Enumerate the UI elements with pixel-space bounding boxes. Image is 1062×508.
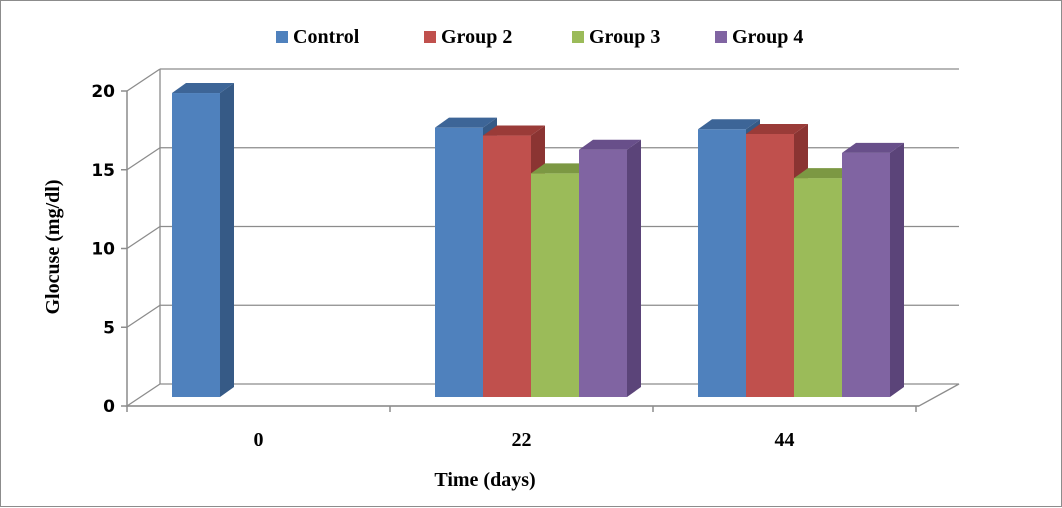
bar-top	[698, 119, 760, 130]
legend-item-control: Control	[276, 26, 360, 48]
bars	[172, 83, 904, 398]
axes	[121, 69, 960, 412]
y-tick-label: 5	[103, 318, 115, 338]
bar-front	[483, 135, 531, 398]
gridline-diagonal	[126, 304, 161, 328]
legend-swatch	[424, 31, 436, 43]
y-axis-title: Glocuse (mg/dl)	[42, 180, 64, 315]
bar-front	[531, 173, 579, 397]
bar-group-4-44	[842, 142, 904, 397]
y-tick-label: 10	[91, 240, 115, 260]
bar-front	[435, 127, 483, 398]
y-tick-label: 0	[103, 397, 115, 417]
bar-top	[483, 125, 545, 136]
legend-swatch	[572, 31, 584, 43]
bar-group-4-22	[579, 139, 641, 397]
bar-front	[579, 149, 627, 397]
bar-top	[531, 163, 593, 174]
bar-side	[890, 142, 904, 397]
legend-swatch	[276, 31, 288, 43]
bar-top	[579, 139, 641, 150]
legend: Control Group 2 Group 3 Group 4	[276, 26, 803, 48]
y-tick-label: 15	[91, 161, 115, 181]
legend-item-group-3: Group 3	[572, 26, 660, 48]
bar-top	[794, 168, 856, 179]
bar-top	[842, 142, 904, 153]
legend-label: Group 3	[589, 26, 660, 48]
legend-item-group-4: Group 4	[715, 26, 803, 48]
legend-label: Control	[293, 26, 360, 48]
legend-label: Group 4	[732, 26, 803, 48]
bar-side	[627, 139, 641, 397]
gridline-diagonal	[126, 68, 161, 92]
y-tick-label: 20	[91, 82, 115, 102]
x-tick-label: 0	[254, 429, 264, 451]
legend-swatch	[715, 31, 727, 43]
bar-side	[220, 83, 234, 398]
x-tick-label: 22	[512, 429, 532, 451]
bar-front	[172, 93, 220, 398]
bar-front	[842, 152, 890, 397]
bar-front	[794, 178, 842, 397]
gridline-diagonal	[126, 225, 161, 250]
gridline-diagonal	[126, 147, 161, 171]
bar-front	[698, 129, 746, 397]
x-tick-label: 44	[775, 429, 795, 451]
bar-top	[435, 117, 497, 128]
x-tick-labels: 0 22 44	[254, 429, 795, 451]
bar-top	[172, 83, 234, 94]
legend-label: Group 2	[441, 26, 512, 48]
bar-control-0	[172, 83, 234, 398]
bar-top	[746, 123, 808, 134]
y-tick-labels: 0 5 10 15 20	[91, 82, 115, 417]
bar-front	[746, 133, 794, 397]
legend-item-group-2: Group 2	[424, 26, 512, 48]
x-axis-title: Time (days)	[434, 469, 535, 491]
